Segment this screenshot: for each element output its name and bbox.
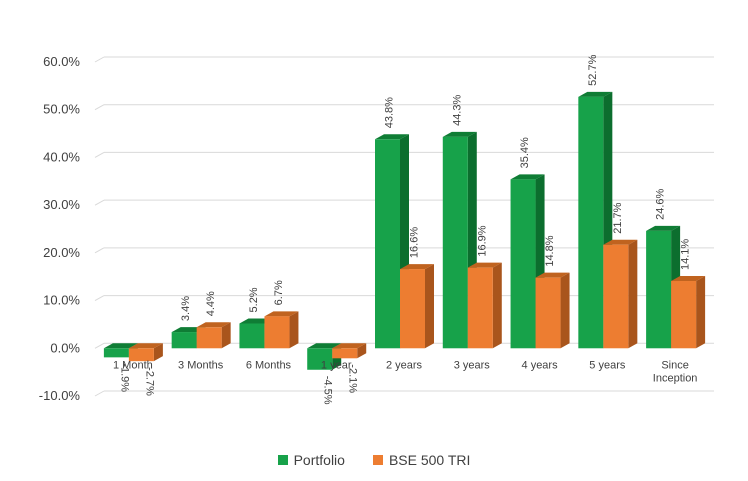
x-tick-label: 5 years — [589, 359, 626, 371]
data-label: -2.1% — [347, 364, 359, 393]
y-tick-label: 60.0% — [43, 54, 80, 69]
y-tick-label: -10.0% — [39, 388, 81, 403]
data-label: 24.6% — [655, 188, 667, 219]
data-label: 44.3% — [451, 95, 463, 126]
bars — [103, 91, 706, 370]
x-tick-label: Since — [661, 359, 689, 371]
data-label: -1.9% — [118, 363, 130, 392]
bar-bse500-7 — [603, 239, 638, 349]
data-label: 6.7% — [273, 280, 285, 305]
gridline-depth — [94, 342, 105, 349]
bar-portfolio-5 — [442, 131, 477, 349]
bar-bse500-4 — [400, 264, 434, 349]
y-tick-label: 40.0% — [43, 149, 80, 164]
gridline-depth — [94, 295, 105, 302]
data-label: 5.2% — [248, 287, 260, 312]
y-tick-label: 30.0% — [43, 197, 80, 212]
gridline-depth — [94, 247, 105, 254]
bar-bse500-5 — [467, 262, 502, 349]
data-label: 3.4% — [180, 296, 192, 321]
gridline-depth — [94, 199, 105, 206]
gridline-depth — [94, 56, 105, 63]
legend-item-bse500: BSE 500 TRI — [372, 452, 471, 468]
data-label: -4.5% — [322, 376, 334, 405]
data-label: -2.7% — [143, 367, 155, 396]
x-tick-label: 3 Months — [178, 359, 224, 371]
legend-swatch-portfolio — [277, 455, 288, 465]
gridline-depth — [94, 151, 105, 158]
x-tick-label: Inception — [653, 372, 698, 384]
bar-bse500-1 — [196, 322, 231, 349]
data-label: 14.8% — [544, 235, 556, 266]
x-tick-label: 1 year — [321, 359, 352, 371]
gridline-depth — [94, 390, 105, 397]
x-tick-label: 1 Month — [113, 359, 153, 371]
x-tick-label: 6 Months — [246, 359, 292, 371]
legend-swatch-bse500 — [372, 455, 383, 465]
y-tick-label: 0.0% — [50, 340, 80, 355]
data-label: 52.7% — [587, 54, 599, 85]
legend-label-bse500: BSE 500 TRI — [388, 452, 471, 468]
x-tick-label: 2 years — [386, 359, 423, 371]
data-label: 4.4% — [205, 291, 217, 316]
data-label: 16.9% — [476, 225, 488, 256]
y-tick-label: 10.0% — [43, 293, 80, 308]
bar-bse500-3 — [332, 343, 367, 359]
bar-bse500-0 — [128, 343, 163, 362]
bar-bse500-8 — [671, 276, 706, 349]
bar-bse500-6 — [535, 272, 570, 349]
x-tick-label: 3 years — [454, 359, 491, 371]
data-label: 21.7% — [612, 202, 624, 233]
data-label: 14.1% — [680, 239, 692, 270]
x-tick-label: 4 years — [522, 359, 559, 371]
gridline-depth — [94, 104, 105, 111]
legend-item-portfolio: Portfolio — [277, 452, 345, 468]
data-label: 35.4% — [519, 137, 531, 168]
y-tick-label: 20.0% — [43, 245, 80, 260]
data-label: 16.6% — [409, 227, 421, 258]
data-label: 43.8% — [384, 97, 396, 128]
bar-bse500-2 — [264, 311, 299, 349]
chart-legend: Portfolio BSE 500 TRI — [0, 452, 748, 468]
y-tick-label: 50.0% — [43, 102, 80, 117]
legend-label-portfolio: Portfolio — [293, 452, 345, 468]
